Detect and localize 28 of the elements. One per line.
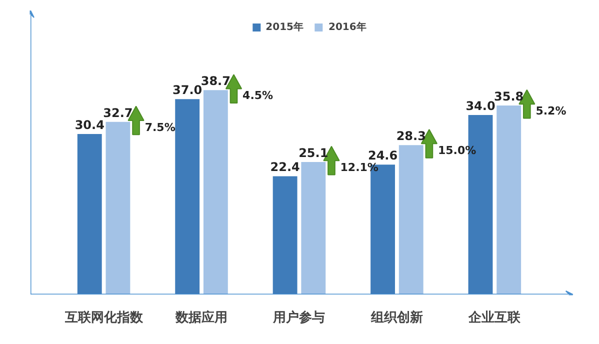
x-tick-label: 数据应用 [174, 310, 228, 326]
annotation: 7.5% [144, 120, 176, 134]
data-label: 28.3 [396, 129, 426, 144]
x-tick-label: 互联网化指数 [64, 310, 144, 326]
data-label: 32.7 [103, 106, 133, 120]
annotation: 5.2% [536, 104, 566, 118]
bar [106, 122, 130, 294]
bar [175, 99, 200, 294]
data-label: 35.8 [494, 89, 524, 104]
bar [77, 134, 102, 294]
bar [272, 176, 298, 294]
legend-label: 2016年 [328, 20, 366, 34]
bar [301, 162, 326, 294]
x-tick-label: 组织创新 [370, 310, 423, 326]
data-label: 30.4 [74, 118, 104, 132]
x-tick-label: 企业互联 [468, 310, 522, 326]
legend-label: 2015年 [266, 20, 304, 34]
bar [398, 145, 424, 294]
data-label: 22.4 [270, 160, 300, 174]
bar [496, 105, 522, 294]
data-label: 25.1 [298, 146, 328, 160]
data-label: 37.0 [172, 83, 202, 98]
data-label: 38.7 [200, 74, 230, 88]
annotation: 4.5% [242, 89, 274, 102]
bar [203, 90, 228, 294]
x-tick-label: 用户参与 [272, 310, 326, 326]
data-label: 34.0 [466, 98, 496, 113]
data-label: 24.6 [368, 148, 398, 163]
